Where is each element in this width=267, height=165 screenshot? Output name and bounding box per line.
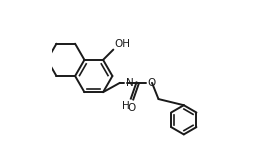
Text: H: H — [123, 101, 130, 112]
Text: O: O — [127, 103, 135, 113]
Text: OH: OH — [114, 39, 130, 49]
Text: O: O — [147, 78, 156, 88]
Text: N: N — [125, 78, 133, 88]
